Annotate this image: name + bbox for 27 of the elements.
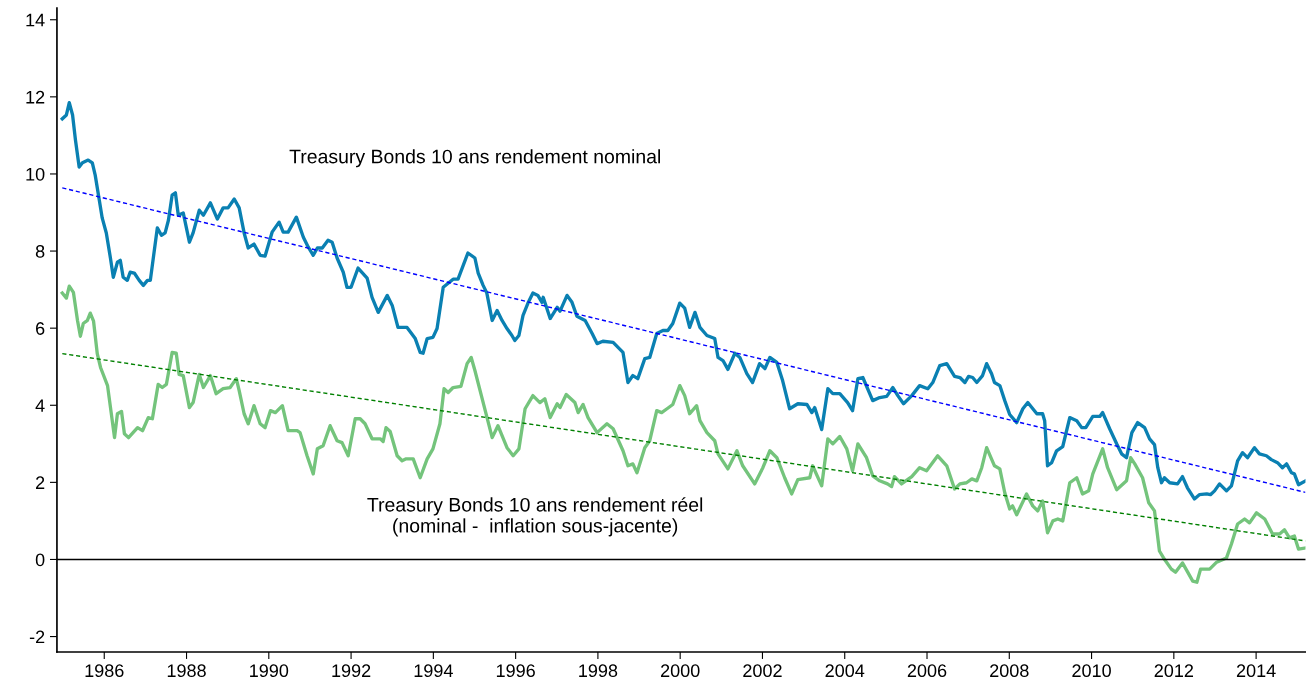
x-tick-label: 1988: [167, 664, 206, 678]
x-tick-label: 2010: [1072, 664, 1111, 678]
x-tick-label: 2002: [743, 664, 782, 678]
x-tick-label: 2014: [1236, 664, 1276, 678]
y-tick-label: 4: [35, 399, 45, 412]
x-tick-label: 2012: [1154, 664, 1194, 678]
y-tick-label: 6: [36, 322, 45, 335]
x-tick-label: 1998: [579, 664, 618, 678]
x-tick-label: 2000: [661, 664, 700, 678]
x-tick-label: 1992: [332, 664, 371, 678]
y-tick-label: 2: [36, 476, 45, 489]
y-tick-label: 14: [26, 13, 45, 27]
y-tick-label: 8: [35, 244, 45, 258]
line-series: [60, 284, 1306, 584]
x-tick-label: 1990: [250, 664, 289, 678]
x-tick-label: 2004: [825, 664, 865, 678]
y-tick-label: -2: [29, 630, 45, 644]
annotation: Treasury Bonds 10 ans rendement réel (nominal - inflation sous-jacente): [367, 497, 703, 537]
x-tick-label: 2008: [990, 664, 1029, 678]
y-tick-label: 0: [35, 553, 45, 567]
y-tick-label: 12: [26, 90, 45, 104]
x-tick-label: 2006: [907, 664, 947, 678]
x-tick-label: 1996: [496, 664, 535, 678]
x-tick-label: 1986: [85, 664, 124, 678]
y-tick-label: 10: [26, 167, 45, 181]
x-tick-label: 1994: [414, 664, 453, 678]
annotation: Treasury Bonds 10 ans rendement nominal: [289, 149, 660, 168]
